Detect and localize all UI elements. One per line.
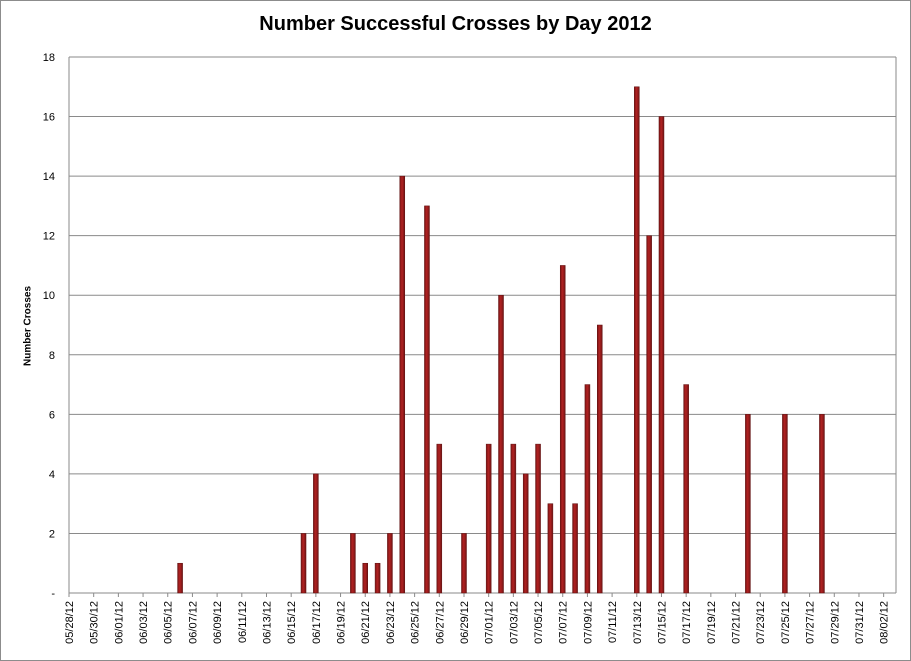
bar bbox=[387, 533, 393, 594]
x-tick-label: 05/28/12 bbox=[64, 601, 76, 644]
bar bbox=[461, 533, 467, 594]
x-tick-label: 07/21/12 bbox=[731, 601, 743, 644]
x-tick-label: 07/01/12 bbox=[484, 601, 496, 644]
bar bbox=[547, 503, 554, 594]
x-tick-label: 07/27/12 bbox=[805, 601, 817, 644]
x-tick-label: 07/19/12 bbox=[706, 601, 718, 644]
y-tick-label: 4 bbox=[49, 469, 55, 481]
bar bbox=[819, 414, 825, 594]
x-tick-label: 06/17/12 bbox=[311, 601, 323, 644]
x-tick-label: 07/15/12 bbox=[656, 601, 668, 644]
bar bbox=[300, 533, 307, 594]
x-tick-label: 07/05/12 bbox=[533, 601, 545, 644]
bar bbox=[498, 294, 504, 594]
bar bbox=[572, 503, 578, 594]
y-tick-label: 2 bbox=[49, 528, 55, 540]
x-tick-label: 07/13/12 bbox=[632, 601, 644, 644]
y-tick-label: 6 bbox=[49, 409, 55, 421]
x-tick-label: 06/15/12 bbox=[286, 601, 298, 644]
bar bbox=[634, 86, 640, 594]
x-tick-label: 06/27/12 bbox=[434, 601, 446, 644]
y-tick-label: 16 bbox=[43, 112, 55, 124]
x-tick-label: 07/29/12 bbox=[829, 601, 841, 644]
x-tick-label: 06/25/12 bbox=[410, 601, 422, 644]
y-tick-label: 18 bbox=[43, 52, 55, 64]
bar bbox=[683, 384, 689, 594]
x-tick-label: 06/03/12 bbox=[138, 601, 150, 644]
bar bbox=[485, 443, 492, 594]
y-tick-label: 14 bbox=[43, 171, 55, 183]
x-tick-label: 07/31/12 bbox=[854, 601, 866, 644]
x-tick-label: 08/02/12 bbox=[879, 601, 891, 644]
bar bbox=[522, 473, 529, 594]
bar bbox=[374, 562, 381, 594]
bar bbox=[658, 116, 665, 594]
x-tick-label: 06/11/12 bbox=[237, 601, 249, 643]
x-tick-label: 06/19/12 bbox=[336, 601, 348, 644]
chart-title: Number Successful Crosses by Day 2012 bbox=[259, 13, 652, 35]
x-tick-label: 07/07/12 bbox=[558, 601, 570, 644]
x-tick-label: 06/13/12 bbox=[261, 601, 273, 644]
bar bbox=[597, 324, 603, 594]
bar bbox=[782, 414, 788, 594]
x-tick-label: 07/23/12 bbox=[755, 601, 767, 644]
x-tick-label: 06/09/12 bbox=[212, 601, 224, 644]
bar bbox=[510, 443, 517, 594]
bar bbox=[177, 562, 183, 594]
bar bbox=[535, 443, 541, 594]
bar bbox=[584, 384, 591, 594]
bar bbox=[362, 562, 368, 594]
bar bbox=[646, 235, 652, 594]
bar bbox=[399, 175, 406, 594]
x-tick-label: 07/03/12 bbox=[508, 601, 520, 644]
x-tick-label: 06/23/12 bbox=[385, 601, 397, 644]
y-tick-label: - bbox=[51, 588, 55, 600]
bar bbox=[436, 443, 443, 594]
bar bbox=[559, 265, 566, 594]
x-tick-label: 06/05/12 bbox=[163, 601, 175, 644]
bar bbox=[424, 205, 430, 594]
x-tick-label: 06/21/12 bbox=[360, 601, 372, 644]
x-tick-label: 07/09/12 bbox=[582, 601, 594, 644]
bar bbox=[350, 533, 356, 594]
bar bbox=[745, 414, 751, 594]
x-tick-label: 05/30/12 bbox=[89, 601, 101, 644]
x-tick-label: 06/07/12 bbox=[187, 601, 199, 644]
y-tick-label: 10 bbox=[43, 290, 55, 302]
x-tick-label: 06/29/12 bbox=[459, 601, 471, 644]
bar bbox=[313, 473, 319, 594]
x-tick-label: 06/01/12 bbox=[113, 601, 125, 644]
y-tick-label: 8 bbox=[49, 350, 55, 362]
y-tick-label: 12 bbox=[43, 231, 55, 243]
x-tick-label: 07/11/12 bbox=[607, 601, 619, 643]
x-tick-label: 07/25/12 bbox=[780, 601, 792, 644]
x-tick-label: 07/17/12 bbox=[681, 601, 693, 644]
